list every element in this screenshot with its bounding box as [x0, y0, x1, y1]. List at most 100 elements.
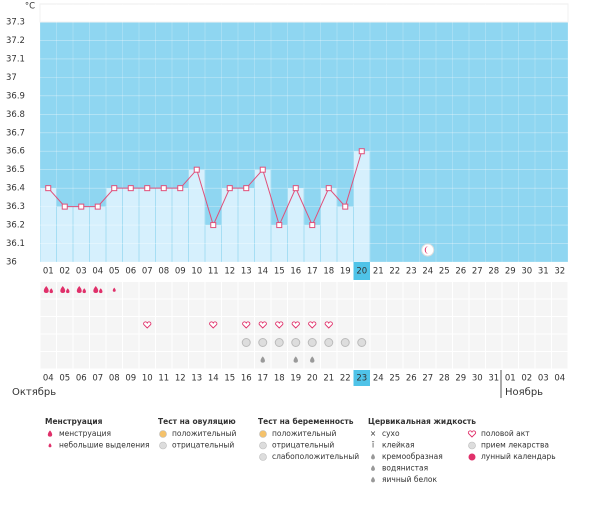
symbol-cell: [172, 352, 188, 369]
symbol-cell: [354, 317, 370, 334]
symbol-cell: [271, 352, 287, 369]
symbol-cell: [552, 352, 568, 369]
date-label: 15: [224, 374, 235, 384]
symbol-cell: [486, 334, 502, 351]
temperature-point: [177, 185, 184, 192]
symbol-cell: [205, 334, 221, 351]
date-label: 21: [323, 374, 334, 384]
temperature-point: [358, 148, 365, 155]
symbol-cell: [238, 282, 254, 299]
date-label: 14: [208, 374, 219, 384]
symbol-cell: [469, 334, 485, 351]
symbol-cell: [519, 299, 535, 316]
month-label: Ноябрь: [505, 387, 543, 398]
symbol-cell: [321, 282, 337, 299]
symbol-cell: [387, 282, 403, 299]
symbol-cell: [57, 317, 73, 334]
date-label: 03: [538, 374, 549, 384]
day-label: 25: [439, 267, 450, 277]
symbol-cell: [238, 299, 254, 316]
date-label: 11: [158, 374, 169, 384]
symbol-cell: [156, 334, 172, 351]
legend-title: Цервикальная жидкость: [368, 417, 476, 426]
temperature-point: [127, 185, 134, 192]
symbol-cell: [403, 334, 419, 351]
symbol-cell: [123, 317, 139, 334]
symbol-cell: [40, 334, 56, 351]
symbol-cell: [189, 299, 205, 316]
symbol-cell: [535, 334, 551, 351]
y-tick-label: 37: [6, 73, 17, 83]
pregnancy-test-icon: [291, 338, 301, 347]
symbol-cell: [40, 317, 56, 334]
symbol-cell: [436, 317, 452, 334]
legend-item: отрицательный: [272, 441, 334, 450]
intercourse-icon: [209, 321, 218, 329]
symbol-cell: [73, 299, 89, 316]
symbol-cell: [420, 317, 436, 334]
symbol-cell: [255, 299, 271, 316]
symbol-cell: [90, 334, 106, 351]
temperature-point: [325, 185, 332, 192]
intercourse-icon: [324, 321, 333, 329]
symbol-cell: [354, 282, 370, 299]
day-highlight: [353, 262, 370, 280]
day-label: 17: [307, 267, 318, 277]
symbol-cell: [502, 352, 518, 369]
symbol-cell: [172, 334, 188, 351]
y-tick-label: 36.1: [6, 239, 25, 249]
symbol-cell: [469, 282, 485, 299]
date-label: 18: [274, 374, 285, 384]
symbol-cell: [370, 299, 386, 316]
day-label: 04: [92, 267, 103, 277]
date-label: 20: [307, 374, 318, 384]
date-highlight: [353, 370, 370, 386]
legend-item: положительный: [172, 429, 237, 438]
menstruation-icon: [82, 288, 86, 294]
symbol-cell: [337, 352, 353, 369]
day-label: 05: [109, 267, 120, 277]
temperature-point: [78, 203, 85, 210]
legend-item: небольшие выделения: [59, 441, 150, 450]
date-label: 19: [290, 374, 301, 384]
pregnancy-test-icon: [258, 338, 268, 347]
fluid-icon: [310, 356, 315, 363]
temperature-point: [210, 222, 217, 229]
symbol-cell: [123, 334, 139, 351]
symbol-cell: [57, 299, 73, 316]
legend-icon: [259, 453, 267, 461]
symbol-cell: [337, 299, 353, 316]
legend-item: лунный календарь: [481, 452, 556, 461]
symbol-cell: [172, 282, 188, 299]
temperature-point: [276, 222, 283, 229]
fluid-icon: [260, 356, 265, 363]
date-label: 10: [142, 374, 153, 384]
day-label: 09: [175, 267, 186, 277]
temperature-point: [309, 222, 316, 229]
legend-item: менструация: [59, 429, 111, 438]
symbol-cell: [535, 299, 551, 316]
day-label: 03: [76, 267, 87, 277]
month-label: Октябрь: [12, 387, 56, 398]
symbol-cell: [370, 352, 386, 369]
symbol-cell: [519, 352, 535, 369]
symbol-cell: [403, 317, 419, 334]
temperature-point: [193, 166, 200, 173]
symbol-cell: [403, 352, 419, 369]
symbol-cell: [40, 299, 56, 316]
symbol-cell: [337, 282, 353, 299]
y-tick-label: 36.8: [6, 110, 25, 120]
date-label: 07: [92, 374, 103, 384]
symbol-cell: [552, 299, 568, 316]
legend-item: слабоположительный: [272, 452, 359, 461]
legend-icon: [371, 465, 375, 471]
temperature-bar: [337, 206, 353, 262]
pregnancy-test-icon: [241, 338, 251, 347]
symbol-cell: [288, 282, 304, 299]
pregnancy-test-icon: [274, 338, 284, 347]
symbol-cell: [123, 282, 139, 299]
symbol-cell: [436, 282, 452, 299]
symbol-cell: [552, 317, 568, 334]
symbol-cell: [156, 299, 172, 316]
symbol-cell: [57, 334, 73, 351]
